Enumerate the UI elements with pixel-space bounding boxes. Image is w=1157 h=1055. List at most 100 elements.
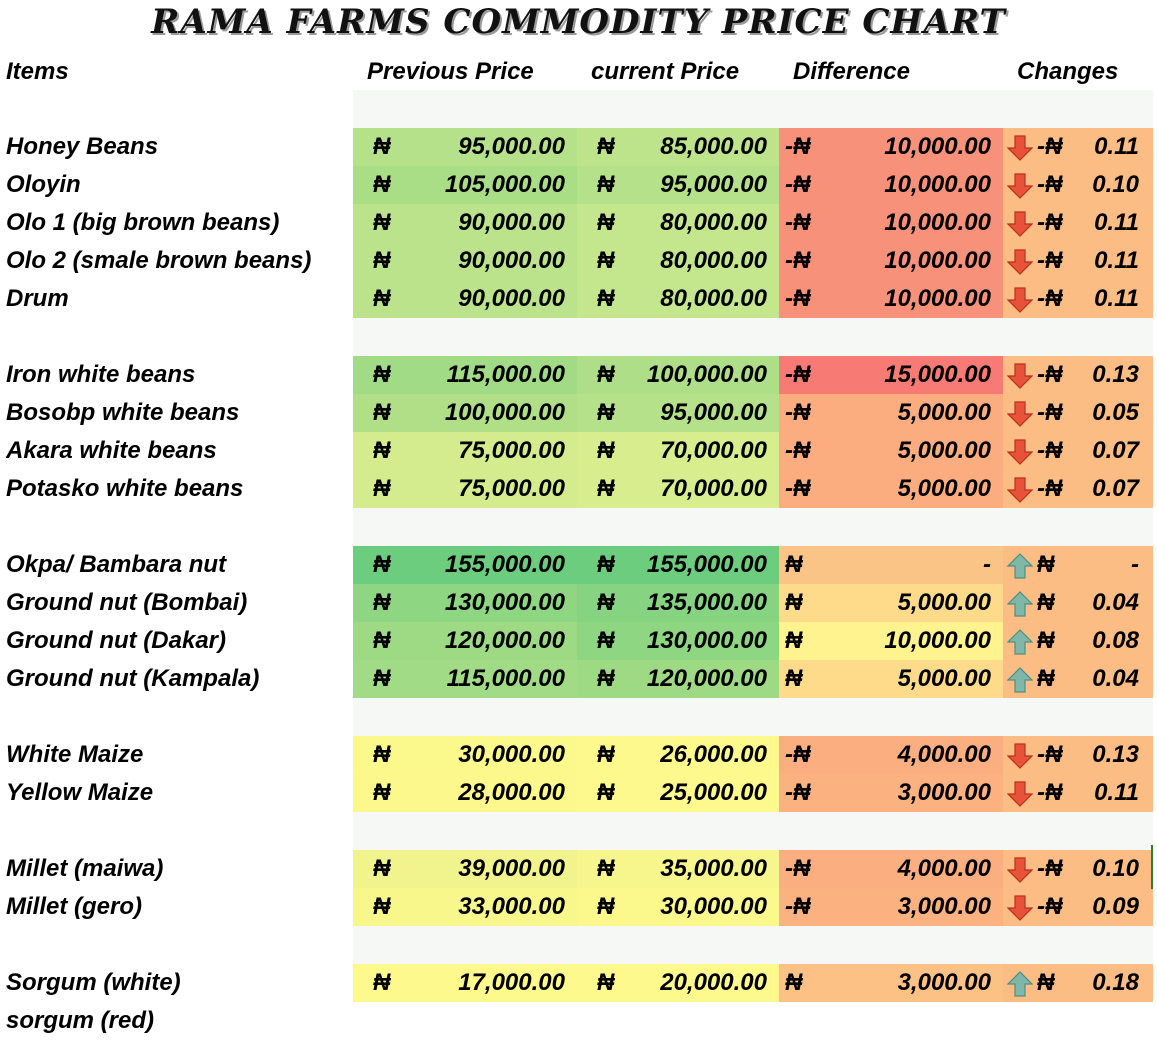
difference-cell[interactable]: -₦ 10,000.00 (779, 166, 1003, 204)
current-price-cell[interactable]: ₦ 120,000.00 (577, 660, 779, 698)
difference-cell[interactable]: -₦ 5,000.00 (779, 394, 1003, 432)
item-name[interactable]: Ground nut (Kampala) (6, 665, 260, 692)
previous-price-cell[interactable]: ₦ 105,000.00 (353, 166, 577, 204)
difference-cell[interactable]: -₦ 15,000.00 (779, 356, 1003, 394)
item-name[interactable]: Millet (gero) (6, 893, 142, 920)
item-name[interactable]: Bosobp white beans (6, 399, 240, 426)
previous-price-cell[interactable]: ₦ 130,000.00 (353, 584, 577, 622)
difference-cell[interactable]: ₦ 3,000.00 (779, 964, 1003, 1002)
price-value: 0.13 (1092, 361, 1139, 388)
change-cell[interactable]: ₦ 0.08 (1003, 622, 1153, 660)
change-cell[interactable]: -₦ 0.11 (1003, 280, 1153, 318)
difference-cell[interactable]: -₦ 3,000.00 (779, 888, 1003, 926)
change-cell[interactable]: -₦ 0.11 (1003, 774, 1153, 812)
current-price-cell[interactable]: ₦ 135,000.00 (577, 584, 779, 622)
change-cell[interactable]: -₦ 0.09 (1003, 888, 1153, 926)
change-cell[interactable]: ₦ 0.04 (1003, 660, 1153, 698)
current-price-cell[interactable]: ₦ 80,000.00 (577, 242, 779, 280)
item-name[interactable]: Yellow Maize (6, 779, 154, 806)
previous-price-cell[interactable]: ₦ 115,000.00 (353, 660, 577, 698)
current-price-cell[interactable]: ₦ 20,000.00 (577, 964, 779, 1002)
difference-cell[interactable]: -₦ 3,000.00 (779, 774, 1003, 812)
currency-symbol: ₦ (597, 969, 615, 996)
change-cell[interactable]: -₦ 0.07 (1003, 470, 1153, 508)
difference-cell[interactable]: ₦ 5,000.00 (779, 584, 1003, 622)
difference-cell[interactable]: -₦ 10,000.00 (779, 280, 1003, 318)
current-price-cell[interactable]: ₦ 130,000.00 (577, 622, 779, 660)
page-title: RAMA FARMS COMMODITY PRICE CHART (151, 2, 1006, 42)
item-name[interactable]: Oloyin (6, 171, 81, 198)
difference-cell[interactable]: -₦ 10,000.00 (779, 128, 1003, 166)
previous-price-cell[interactable]: ₦ 28,000.00 (353, 774, 577, 812)
price-value: 80,000.00 (660, 285, 767, 312)
previous-price-cell[interactable]: ₦ 100,000.00 (353, 394, 577, 432)
change-cell[interactable]: -₦ 0.13 (1003, 356, 1153, 394)
item-name[interactable]: Akara white beans (6, 437, 217, 464)
item-name[interactable]: Olo 2 (smale brown beans) (6, 247, 312, 274)
previous-price-cell[interactable]: ₦ 90,000.00 (353, 280, 577, 318)
item-name[interactable]: Ground nut (Bombai) (6, 589, 248, 616)
item-name[interactable]: White Maize (6, 741, 144, 768)
difference-cell[interactable]: -₦ 10,000.00 (779, 204, 1003, 242)
change-cell[interactable]: -₦ 0.11 (1003, 128, 1153, 166)
previous-price-cell[interactable]: ₦ 95,000.00 (353, 128, 577, 166)
current-price-cell[interactable]: ₦ 35,000.00 (577, 850, 779, 888)
current-price-cell[interactable]: ₦ 95,000.00 (577, 166, 779, 204)
difference-cell[interactable]: ₦ 10,000.00 (779, 622, 1003, 660)
difference-cell[interactable]: -₦ 4,000.00 (779, 850, 1003, 888)
change-cell[interactable]: -₦ 0.10 (1003, 850, 1153, 888)
item-name[interactable]: Drum (6, 285, 69, 312)
change-cell[interactable]: -₦ 0.11 (1003, 242, 1153, 280)
current-price-cell[interactable]: ₦ 85,000.00 (577, 128, 779, 166)
current-price-cell[interactable]: ₦ 25,000.00 (577, 774, 779, 812)
change-cell[interactable]: -₦ 0.05 (1003, 394, 1153, 432)
item-name[interactable]: sorgum (red) (6, 1007, 155, 1034)
difference-cell[interactable]: -₦ 5,000.00 (779, 432, 1003, 470)
currency-symbol: ₦ (373, 361, 391, 388)
change-cell[interactable]: -₦ 0.10 (1003, 166, 1153, 204)
difference-cell[interactable]: -₦ 5,000.00 (779, 470, 1003, 508)
arrow-down-icon (1007, 781, 1033, 807)
previous-price-cell[interactable]: ₦ 115,000.00 (353, 356, 577, 394)
current-price-cell[interactable]: ₦ 80,000.00 (577, 204, 779, 242)
change-cell[interactable]: -₦ 0.13 (1003, 736, 1153, 774)
previous-price-cell[interactable]: ₦ 17,000.00 (353, 964, 577, 1002)
previous-price-cell[interactable]: ₦ 155,000.00 (353, 546, 577, 584)
selected-cell-edge[interactable] (1151, 845, 1157, 889)
difference-cell[interactable]: -₦ 4,000.00 (779, 736, 1003, 774)
item-name[interactable]: Ground nut (Dakar) (6, 627, 226, 654)
difference-cell[interactable]: ₦ 5,000.00 (779, 660, 1003, 698)
current-price-cell[interactable]: ₦ 70,000.00 (577, 470, 779, 508)
item-name[interactable]: Olo 1 (big brown beans) (6, 209, 280, 236)
current-price-cell[interactable]: ₦ 80,000.00 (577, 280, 779, 318)
current-price-cell[interactable]: ₦ 100,000.00 (577, 356, 779, 394)
previous-price-cell[interactable]: ₦ 120,000.00 (353, 622, 577, 660)
change-cell[interactable]: ₦ - (1003, 546, 1153, 584)
item-name[interactable]: Potasko white beans (6, 475, 244, 502)
previous-price-cell[interactable]: ₦ 90,000.00 (353, 204, 577, 242)
current-price-cell[interactable]: ₦ 70,000.00 (577, 432, 779, 470)
item-name[interactable]: Honey Beans (6, 133, 159, 160)
previous-price-cell[interactable]: ₦ 39,000.00 (353, 850, 577, 888)
change-cell[interactable]: ₦ 0.04 (1003, 584, 1153, 622)
current-price-cell[interactable]: ₦ 30,000.00 (577, 888, 779, 926)
previous-price-cell[interactable]: ₦ 75,000.00 (353, 470, 577, 508)
change-cell[interactable]: ₦ 0.18 (1003, 964, 1153, 1002)
current-price-cell[interactable]: ₦ 26,000.00 (577, 736, 779, 774)
difference-cell[interactable]: -₦ 10,000.00 (779, 242, 1003, 280)
current-price-cell[interactable]: ₦ 155,000.00 (577, 546, 779, 584)
item-name[interactable]: Iron white beans (6, 361, 196, 388)
current-price-cell[interactable]: ₦ 95,000.00 (577, 394, 779, 432)
item-name[interactable]: Sorgum (white) (6, 969, 181, 996)
change-cell[interactable]: -₦ 0.07 (1003, 432, 1153, 470)
difference-cell[interactable]: ₦ - (779, 546, 1003, 584)
change-cell[interactable]: -₦ 0.11 (1003, 204, 1153, 242)
price-value: 80,000.00 (660, 247, 767, 274)
item-name[interactable]: Millet (maiwa) (6, 855, 164, 882)
previous-price-cell[interactable]: ₦ 30,000.00 (353, 736, 577, 774)
previous-price-cell[interactable]: ₦ 90,000.00 (353, 242, 577, 280)
currency-symbol: ₦ (597, 285, 615, 312)
item-name[interactable]: Okpa/ Bambara nut (6, 551, 227, 578)
previous-price-cell[interactable]: ₦ 33,000.00 (353, 888, 577, 926)
previous-price-cell[interactable]: ₦ 75,000.00 (353, 432, 577, 470)
